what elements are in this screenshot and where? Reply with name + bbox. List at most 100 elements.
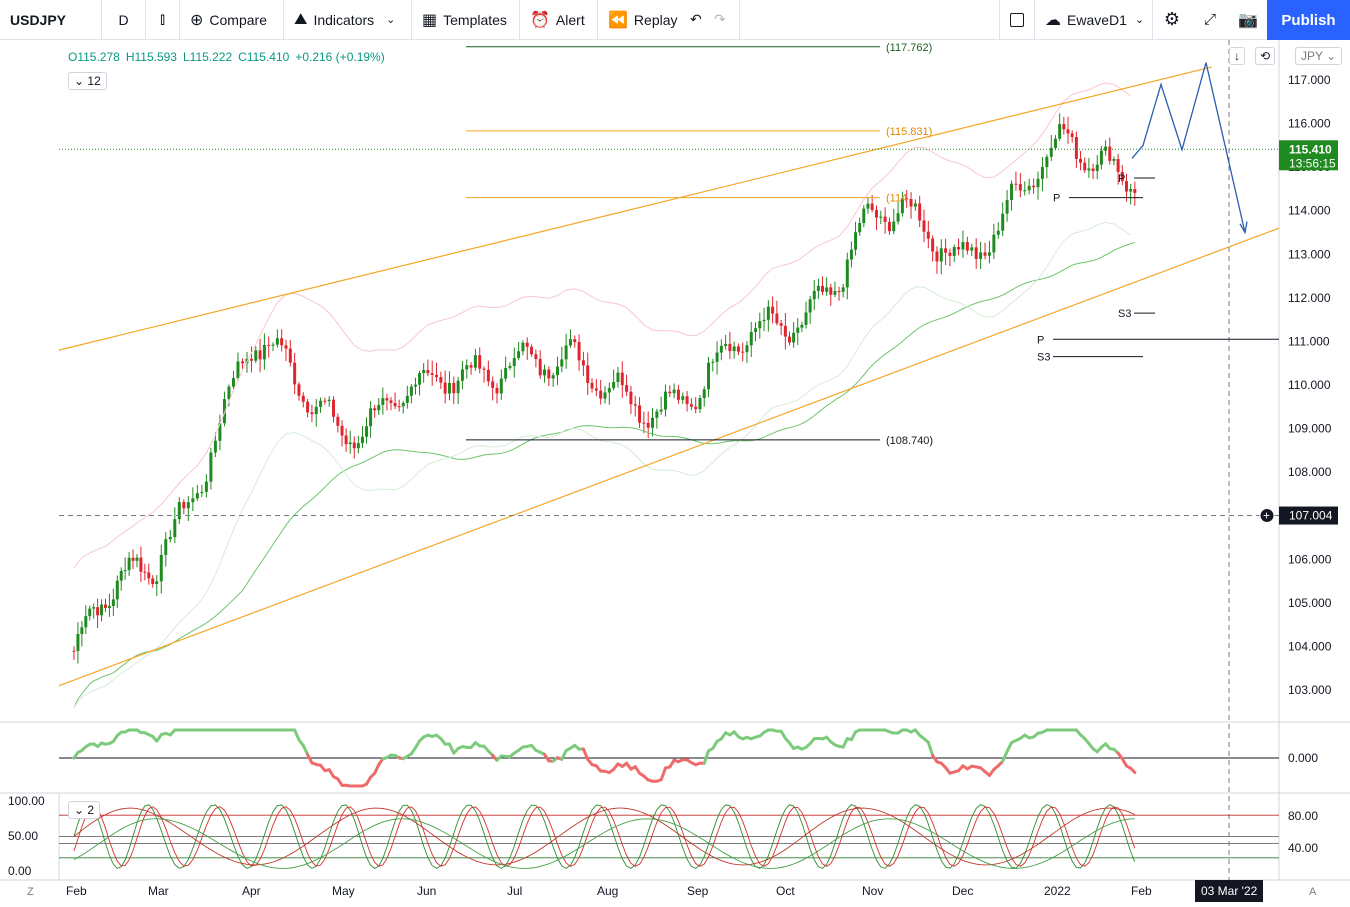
price-tick-label: 108.000 — [1288, 465, 1332, 479]
time-tick-label: Feb — [66, 884, 87, 898]
price-tick-label: 116.000 — [1288, 117, 1331, 131]
alert-button[interactable]: ⏰ Alert — [520, 0, 598, 40]
undo-button[interactable]: ↶ — [686, 0, 710, 40]
candle-body — [711, 361, 715, 363]
layout-name-button[interactable]: ☁ EwaveD1 ⌄ — [1035, 0, 1153, 40]
projected-arrow-head — [1239, 221, 1248, 235]
candle-body — [360, 436, 364, 444]
candle-body — [280, 338, 284, 346]
scroll-down-button[interactable]: ↓ — [1229, 47, 1245, 65]
candle-body — [413, 384, 417, 387]
layout-select-button[interactable] — [999, 0, 1035, 40]
replay-button[interactable]: ⏪ Replay — [598, 0, 686, 40]
snapshot-button[interactable]: 📷 — [1229, 0, 1267, 40]
lower-envelope — [73, 221, 1131, 708]
candle-body — [935, 251, 939, 262]
osc1-segment — [301, 743, 310, 757]
candle-body — [72, 650, 76, 652]
indicators-collapse-toggle[interactable]: ⌄ 12 — [68, 72, 107, 90]
candle-body — [107, 605, 111, 608]
currency-badge[interactable]: JPY ⌄ — [1295, 47, 1343, 65]
candle-body — [517, 351, 521, 358]
candle-body — [301, 395, 305, 402]
candle-body — [231, 378, 235, 387]
chart-type-button[interactable]: ⫾ — [146, 0, 180, 40]
refresh-icon: ⟲ — [1260, 49, 1271, 63]
candle-body — [870, 203, 874, 211]
candle-body — [103, 604, 107, 608]
alarm-icon: ⏰ — [530, 11, 550, 29]
candle-body — [788, 336, 791, 343]
settings-button[interactable]: ⚙ — [1153, 0, 1191, 40]
osc1-segment — [702, 749, 711, 765]
osc1-segment — [926, 740, 935, 757]
compare-button[interactable]: ⊕ Compare — [180, 0, 284, 40]
cloud-icon: ☁ — [1045, 11, 1061, 29]
candle-body — [369, 408, 373, 427]
osc2-left-label: 50.00 — [8, 829, 38, 843]
candle-body — [1129, 189, 1133, 192]
candle-body — [992, 234, 996, 253]
layout-name-label: EwaveD1 — [1067, 11, 1127, 28]
candle-body — [821, 285, 825, 292]
osc2-line-slow-signal — [73, 818, 1135, 869]
time-tick-label: 2022 — [1044, 884, 1071, 898]
candle-body — [418, 373, 422, 385]
level-label-bottom: (108.740) — [886, 435, 933, 447]
osc1-segment — [560, 749, 568, 761]
candle-body — [1062, 124, 1066, 130]
osc1-segment — [659, 766, 667, 782]
osc-indicator-count: 2 — [87, 803, 95, 817]
candle-body — [186, 502, 190, 509]
candle-body — [1079, 158, 1083, 163]
candle-body — [499, 378, 503, 394]
candle-body — [460, 369, 464, 381]
publish-button[interactable]: Publish — [1267, 0, 1350, 40]
candle-body — [200, 491, 204, 494]
candle-body — [195, 493, 199, 499]
candle-body — [862, 208, 866, 224]
candle-body — [754, 328, 758, 332]
candle-body — [314, 406, 318, 415]
candle-body — [123, 570, 127, 572]
candle-body — [84, 616, 88, 628]
candle-body — [1005, 199, 1009, 214]
redo-button[interactable]: ↷ — [710, 0, 740, 40]
indicators-button[interactable]: ⛰ Indicators ⌄ — [284, 0, 412, 40]
level-label-top: (117.762) — [886, 42, 932, 54]
candle-body — [620, 372, 624, 386]
candle-body — [629, 391, 633, 405]
price-tick-label: 105.000 — [1288, 596, 1332, 610]
interval-button[interactable]: D — [102, 0, 146, 40]
upper-envelope — [73, 82, 1131, 569]
osc2-left-label: 100.00 — [8, 794, 45, 808]
candle-body — [874, 210, 878, 218]
candle-body — [473, 355, 477, 368]
candle-body — [191, 498, 195, 503]
osc-collapse-toggle[interactable]: ⌄ 2 — [68, 801, 101, 819]
candle-body — [612, 382, 616, 389]
candle-body — [961, 242, 965, 250]
chevron-down-icon: ⌄ — [1134, 14, 1145, 26]
candle-body — [443, 382, 447, 394]
time-tick-label: Oct — [776, 884, 795, 898]
candle-body — [310, 412, 314, 415]
candle-body — [80, 627, 84, 634]
price-chart[interactable]: 117.000116.000115.000114.000113.000112.0… — [0, 40, 1350, 907]
refresh-button[interactable]: ⟲ — [1255, 47, 1276, 65]
candle-body — [127, 557, 131, 571]
candle-body — [452, 382, 456, 394]
candle-body — [926, 231, 930, 239]
pivot-label: P — [1037, 334, 1044, 346]
candle-body — [808, 299, 812, 313]
candle-body — [456, 380, 460, 394]
candle-body — [131, 557, 135, 561]
candle-body — [833, 291, 837, 295]
templates-button[interactable]: ▦ Templates — [412, 0, 520, 40]
candle-body — [76, 633, 80, 651]
candle-body — [913, 203, 917, 207]
pivot-label: S3 — [1118, 308, 1131, 320]
fullscreen-button[interactable]: ⤢ — [1191, 0, 1229, 40]
symbol-search[interactable]: USDJPY — [0, 0, 102, 40]
compare-label: Compare — [209, 11, 267, 28]
